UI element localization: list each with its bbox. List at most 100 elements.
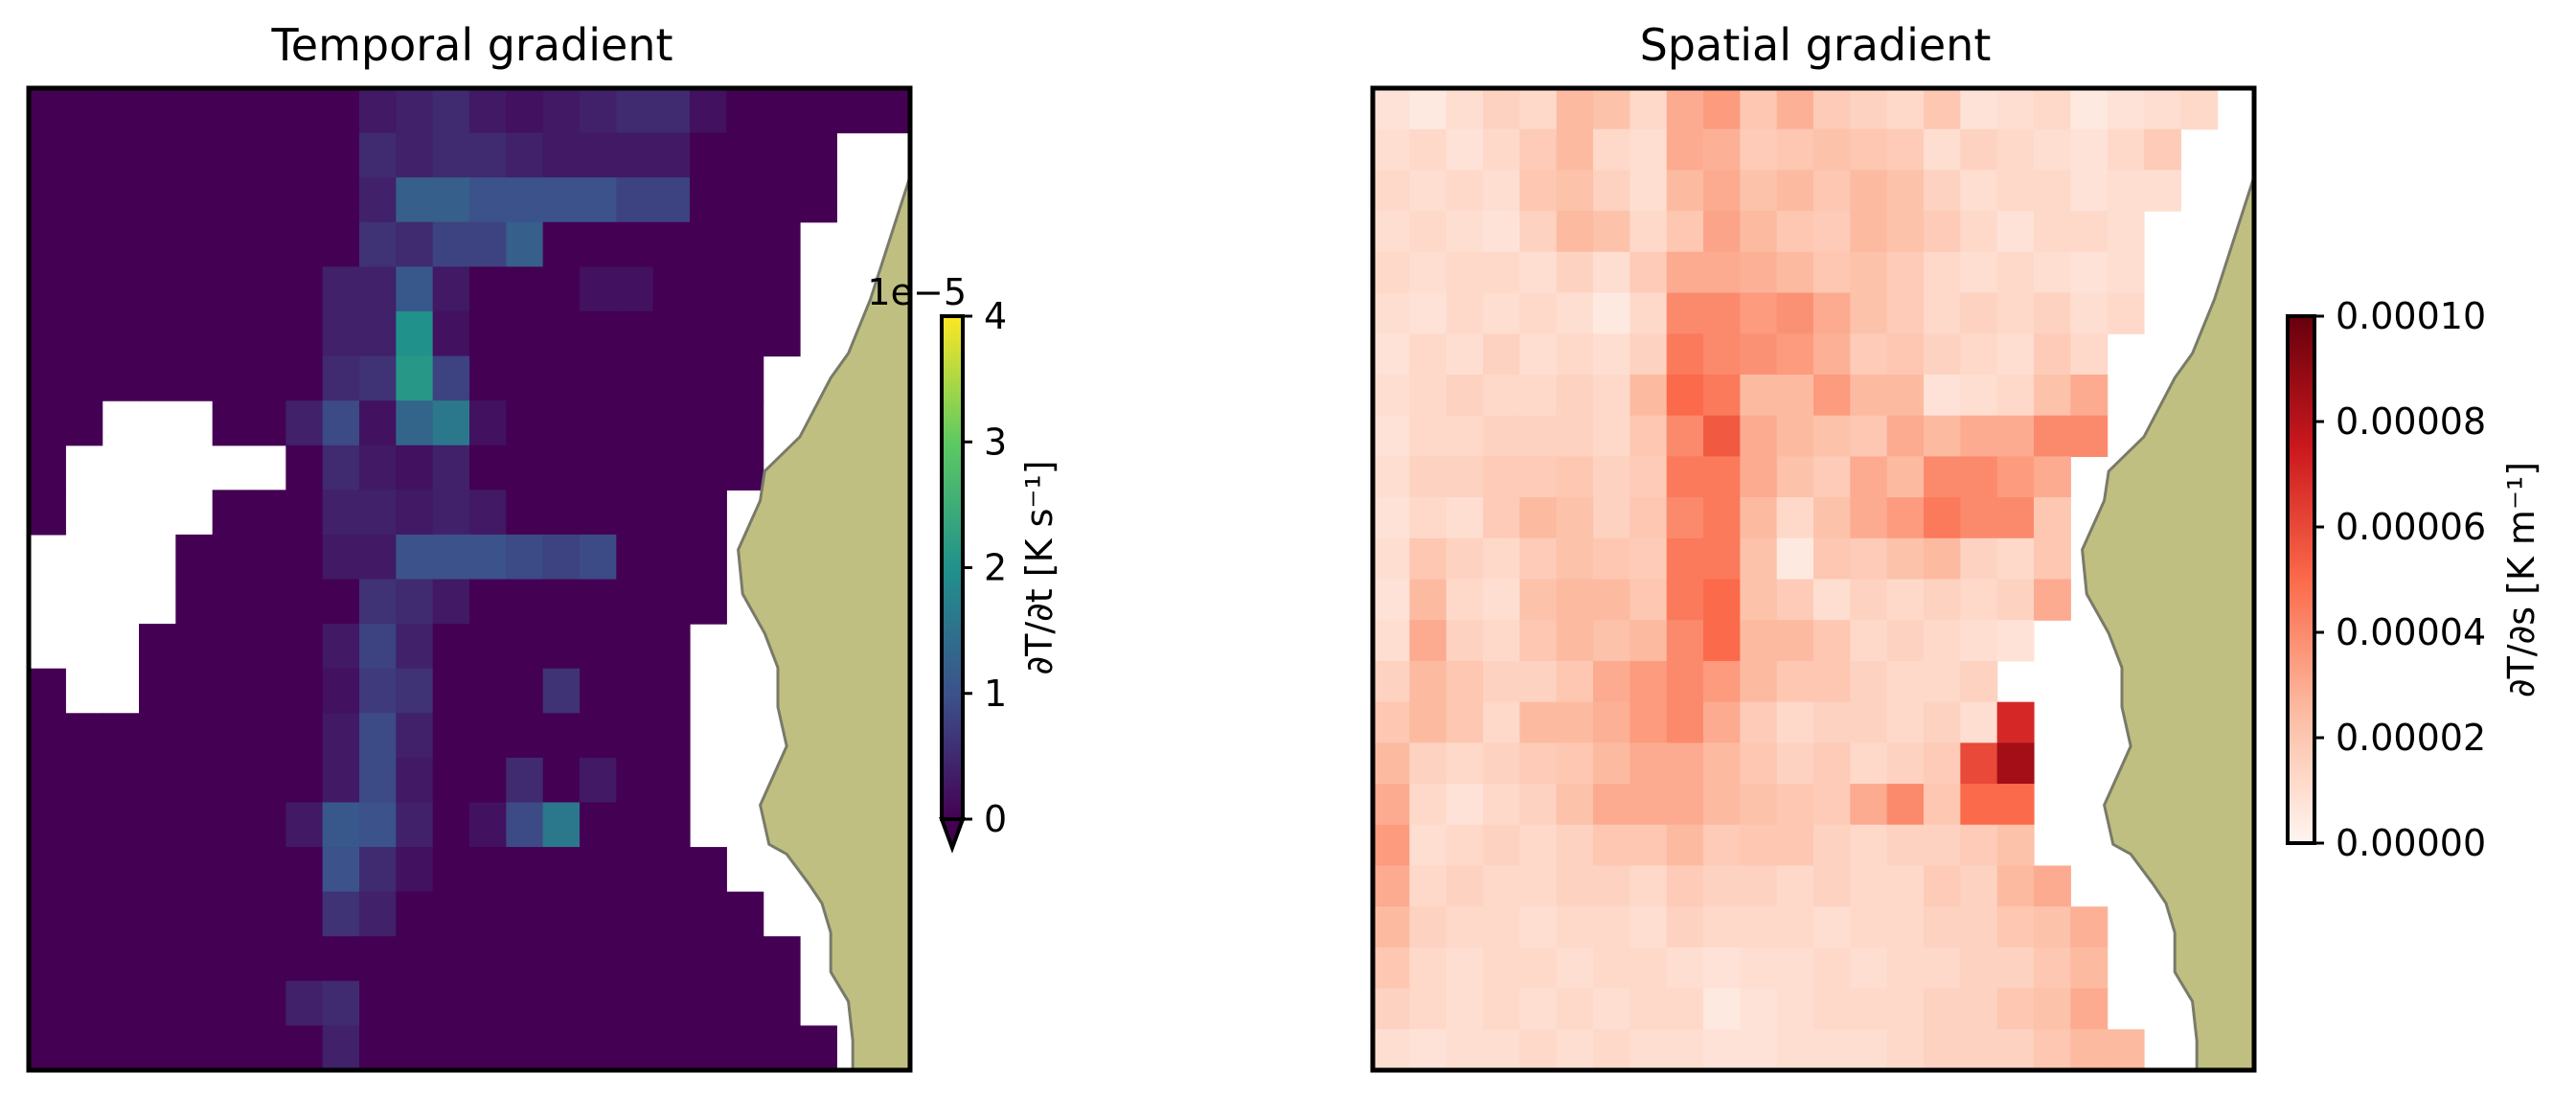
heatmap-cell: [1886, 743, 1925, 785]
heatmap-cell: [690, 891, 727, 937]
heatmap-cell: [1409, 333, 1448, 376]
heatmap-cell: [1373, 743, 1410, 785]
heatmap-cell: [1960, 497, 1998, 539]
heatmap-cell: [506, 490, 544, 536]
heatmap-cell: [432, 891, 470, 937]
heatmap-cell: [1703, 170, 1741, 212]
heatmap-cell: [616, 177, 654, 223]
heatmap-cell: [1666, 906, 1704, 948]
heatmap-cell: [616, 310, 654, 357]
heatmap-cell: [1630, 824, 1668, 867]
heatmap-cell: [2144, 88, 2181, 130]
colorbar-label: ∂T/∂t [K s⁻¹]: [1018, 460, 1060, 674]
heatmap-cell: [726, 891, 764, 937]
heatmap-cell: [396, 757, 434, 804]
heatmap-cell: [1886, 947, 1925, 990]
heatmap-cell: [102, 802, 140, 848]
heatmap-cell: [396, 713, 434, 759]
heatmap-cell: [1850, 374, 1888, 417]
heatmap-cell: [1960, 251, 1998, 294]
heatmap-cell: [359, 847, 397, 893]
heatmap-cell: [2107, 170, 2145, 212]
heatmap-cell: [359, 713, 397, 759]
heatmap-cell: [102, 936, 140, 982]
heatmap-cell: [1703, 620, 1741, 662]
heatmap-cell: [285, 534, 324, 581]
heatmap-cell: [2070, 988, 2109, 1030]
heatmap-cell: [1446, 579, 1484, 621]
heatmap-cell: [616, 88, 654, 134]
heatmap-cell: [580, 847, 617, 893]
heatmap-cell: [763, 1025, 801, 1071]
heatmap-cell: [1446, 1029, 1484, 1071]
heatmap-cell: [1996, 211, 2035, 253]
heatmap-cell: [506, 221, 544, 267]
heatmap-cell: [1556, 128, 1594, 171]
heatmap-cell: [580, 445, 617, 491]
heatmap-cell: [359, 1025, 397, 1071]
heatmap-cell: [2144, 128, 2181, 171]
heatmap-cell: [249, 221, 286, 267]
heatmap-cell: [2070, 1029, 2109, 1071]
heatmap-cell: [1593, 988, 1630, 1030]
heatmap-cell: [2034, 170, 2071, 212]
heatmap-cell: [1850, 537, 1888, 581]
heatmap-cell: [2070, 415, 2109, 457]
heatmap-cell: [1886, 1029, 1925, 1071]
heatmap-cell: [690, 266, 727, 312]
heatmap-cell: [652, 891, 691, 937]
heatmap-cell: [1740, 251, 1778, 294]
heatmap-cell: [322, 802, 360, 848]
heatmap-cell: [175, 757, 214, 804]
heatmap-cell: [469, 847, 507, 893]
colorbar-gradient: [940, 314, 965, 821]
heatmap-cell: [1519, 456, 1558, 498]
heatmap-cell: [139, 624, 176, 670]
heatmap-cell: [469, 490, 507, 536]
heatmap-cell: [542, 802, 581, 848]
heatmap-cell: [2070, 947, 2109, 990]
heatmap-cell: [1850, 988, 1888, 1030]
heatmap-cell: [580, 400, 617, 446]
heatmap-cell: [1924, 988, 1961, 1030]
heatmap-cell: [139, 802, 176, 848]
heatmap-cell: [1924, 211, 1961, 253]
heatmap-cell: [175, 980, 214, 1027]
heatmap-cell: [1556, 865, 1594, 907]
heatmap-cell: [65, 713, 103, 759]
heatmap-cell: [285, 132, 324, 178]
heatmap-cell: [800, 88, 837, 134]
heatmap-cell: [322, 1025, 360, 1071]
heatmap-cell: [1593, 292, 1630, 334]
heatmap-cell: [175, 221, 214, 267]
heatmap-cell: [1886, 333, 1925, 376]
heatmap-cell: [1703, 988, 1741, 1030]
heatmap-cell: [1960, 620, 1998, 662]
heatmap-cell: [1960, 660, 1998, 703]
heatmap-cell: [1446, 456, 1484, 498]
heatmap-cell: [432, 310, 470, 357]
heatmap-cell: [652, 980, 691, 1027]
heatmap-cell: [65, 355, 103, 401]
heatmap-cell: [873, 88, 911, 134]
heatmap-cell: [1630, 497, 1668, 539]
heatmap-cell: [2034, 211, 2071, 253]
heatmap-cell: [469, 400, 507, 446]
heatmap-cell: [1813, 537, 1851, 581]
heatmap-cell: [1519, 537, 1558, 581]
heatmap-cell: [139, 757, 176, 804]
heatmap-cell: [1373, 784, 1410, 826]
heatmap-cell: [1703, 701, 1741, 743]
heatmap-cell: [580, 534, 617, 581]
heatmap-cell: [1630, 579, 1668, 621]
heatmap-cell: [1630, 784, 1668, 826]
heatmap-cell: [1593, 1029, 1630, 1071]
heatmap-cell: [1666, 743, 1704, 785]
heatmap-cell: [616, 847, 654, 893]
heatmap-cell: [542, 713, 581, 759]
heatmap-cell: [1666, 374, 1704, 417]
heatmap-cell: [322, 355, 360, 401]
heatmap-cell: [1556, 906, 1594, 948]
heatmap-cell: [469, 936, 507, 982]
heatmap-cell: [359, 266, 397, 312]
